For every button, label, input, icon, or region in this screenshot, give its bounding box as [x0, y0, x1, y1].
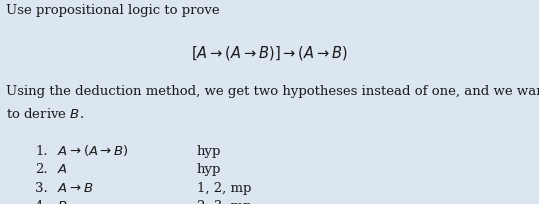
Text: 2, 3, mp: 2, 3, mp [197, 199, 251, 204]
Text: $[A\rightarrow(A\rightarrow B)]\rightarrow(A\rightarrow B)$: $[A\rightarrow(A\rightarrow B)]\rightarr… [191, 44, 348, 62]
Text: $A$: $A$ [57, 162, 67, 175]
Text: $A\rightarrow(A\rightarrow B)$: $A\rightarrow(A\rightarrow B)$ [57, 142, 128, 157]
Text: 2.: 2. [35, 162, 47, 175]
Text: $B$: $B$ [57, 199, 67, 204]
Text: 4.: 4. [35, 199, 47, 204]
Text: 1.: 1. [35, 144, 47, 157]
Text: to derive $B$.: to derive $B$. [6, 106, 85, 120]
Text: hyp: hyp [197, 144, 221, 157]
Text: Use propositional logic to prove: Use propositional logic to prove [6, 4, 220, 17]
Text: hyp: hyp [197, 162, 221, 175]
Text: 1, 2, mp: 1, 2, mp [197, 181, 251, 194]
Text: $A\rightarrow B$: $A\rightarrow B$ [57, 181, 93, 194]
Text: 3.: 3. [35, 181, 48, 194]
Text: Using the deduction method, we get two hypotheses instead of one, and we want: Using the deduction method, we get two h… [6, 85, 539, 98]
